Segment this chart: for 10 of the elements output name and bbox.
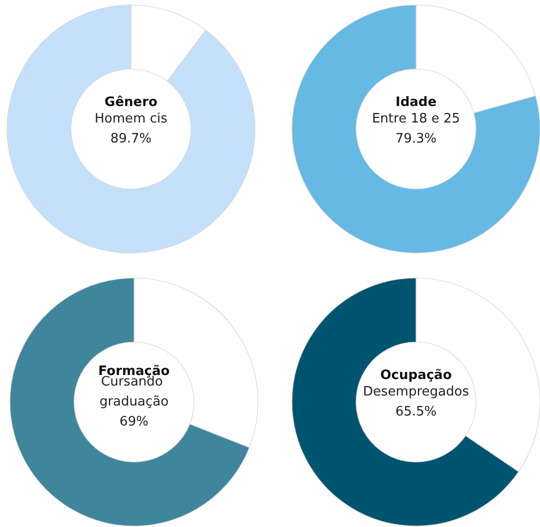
- data-label: 79.3%: [395, 132, 437, 146]
- slice-label: Homem cis: [94, 112, 168, 126]
- data-label: 69%: [120, 414, 148, 430]
- slice-label: Desempregados: [363, 384, 470, 400]
- text: Gênero: [104, 95, 158, 110]
- data-label: 89.7%: [110, 132, 152, 146]
- text: Ocupação: [380, 368, 452, 383]
- text: Idade: [395, 95, 437, 110]
- data-label: 65.5%: [395, 404, 437, 420]
- slice-label: Entre 18 e 25: [372, 112, 460, 126]
